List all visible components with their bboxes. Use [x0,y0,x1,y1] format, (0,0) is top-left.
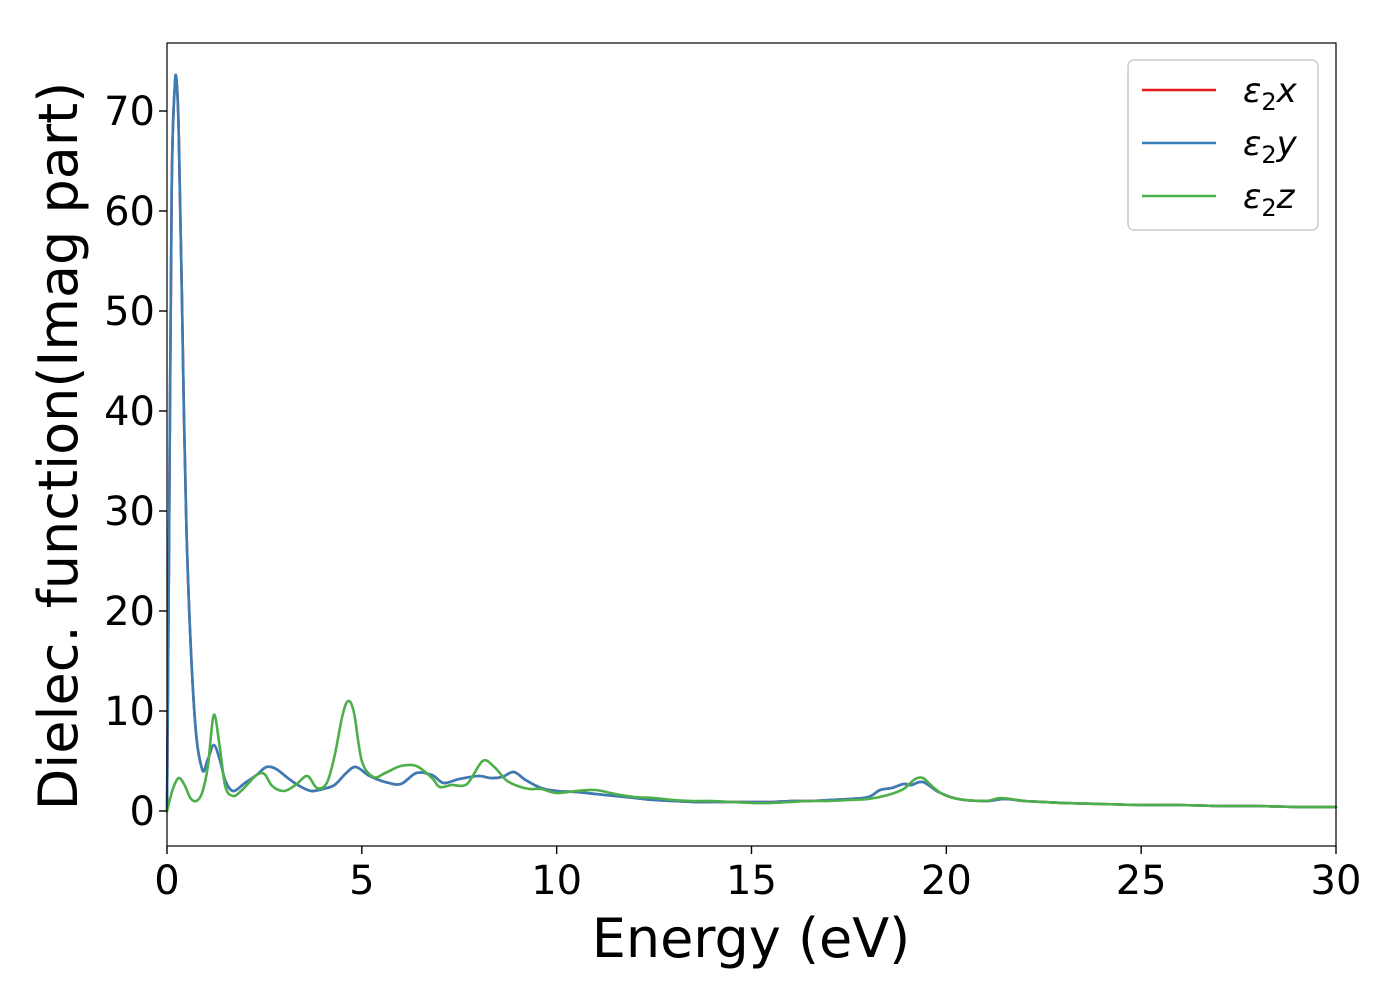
y-tick-label: 0 [130,789,155,835]
x-axis-title: Energy (eV) [592,907,911,970]
legend-box [1127,59,1319,231]
y-tick-label: 20 [104,589,155,635]
y-tick-label: 30 [104,489,155,535]
series-line-z [165,699,1338,813]
x-tick-label: 5 [349,858,374,904]
x-tick-label: 30 [1311,858,1362,904]
y-axis-ticks: 0 10 20 30 40 50 60 70 [104,89,167,835]
y-tick-label: 60 [104,189,155,235]
x-tick-label: 25 [1116,858,1167,904]
x-tick-label: 0 [154,858,179,904]
x-tick-label: 20 [921,858,972,904]
legend-label-x: ε2x [1243,71,1298,116]
x-tick-label: 10 [531,858,582,904]
legend-label-z: ε2z [1243,177,1296,222]
x-tick-label: 15 [726,858,777,904]
y-tick-label: 70 [104,89,155,135]
y-tick-label: 10 [104,689,155,735]
y-axis-title: Dielec. function(Imag part) [27,82,90,811]
legend: ε2x ε2y ε2z [1127,59,1319,231]
series-layer [165,73,1338,813]
x-axis-ticks: 0 5 10 15 20 25 30 [154,846,1361,904]
legend-label-y: ε2y [1243,124,1298,169]
y-tick-label: 50 [104,289,155,335]
y-tick-label: 40 [104,389,155,435]
